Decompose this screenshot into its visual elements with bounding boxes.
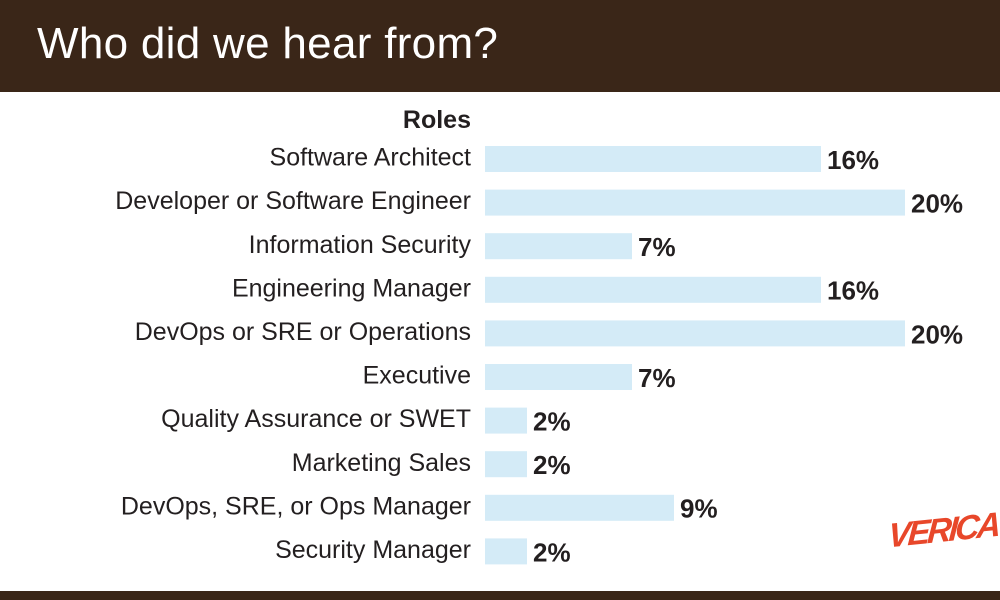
category-label: DevOps or SRE or Operations <box>135 318 471 346</box>
bar <box>485 494 674 521</box>
value-label: 16% <box>827 145 879 175</box>
bar <box>485 276 821 303</box>
category-axis-title: Roles <box>402 106 471 134</box>
value-label: 9% <box>680 494 718 524</box>
category-label: Information Security <box>249 231 472 259</box>
bar <box>485 538 527 565</box>
value-label: 20% <box>911 188 963 218</box>
category-label: Security Manager <box>275 536 471 564</box>
bar <box>485 189 905 216</box>
page-title: Who did we hear from? <box>37 19 499 68</box>
bar <box>485 407 527 434</box>
value-label: 16% <box>827 276 879 306</box>
header-bar: Who did we hear from? <box>0 0 1000 92</box>
category-label: Quality Assurance or SWET <box>161 405 471 433</box>
value-label: 7% <box>638 232 676 262</box>
bar <box>485 320 905 347</box>
verica-logo: VERICA <box>887 506 1000 566</box>
value-label: 2% <box>533 537 571 567</box>
footer-bar <box>0 591 1000 600</box>
bar <box>485 233 632 260</box>
category-label: DevOps, SRE, or Ops Manager <box>121 492 471 520</box>
bar <box>485 364 632 390</box>
value-label: 2% <box>533 406 571 436</box>
category-label: Executive <box>363 362 471 390</box>
category-label: Developer or Software Engineer <box>115 187 471 215</box>
bar <box>485 451 527 478</box>
value-label: 2% <box>533 450 571 480</box>
category-label: Software Architect <box>270 144 472 172</box>
category-label: Engineering Manager <box>232 274 471 302</box>
value-label: 7% <box>638 363 676 393</box>
bar <box>485 146 821 172</box>
value-label: 20% <box>911 319 963 349</box>
category-label: Marketing Sales <box>292 449 471 477</box>
